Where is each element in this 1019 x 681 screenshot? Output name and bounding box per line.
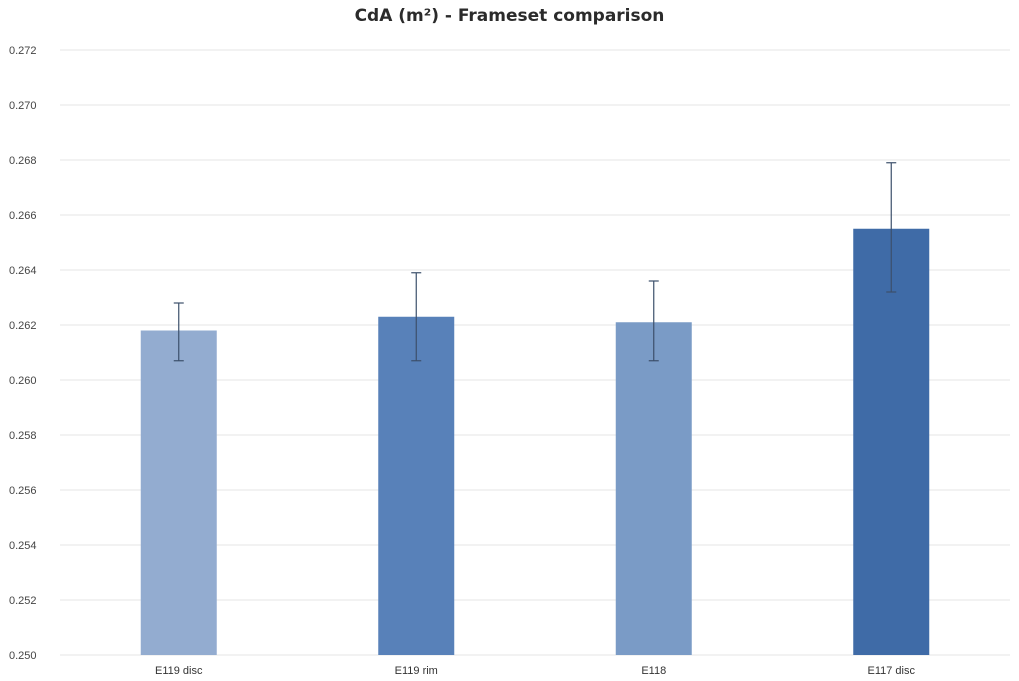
y-tick-label: 0.264 xyxy=(9,265,37,277)
bar-e119-rim xyxy=(378,316,455,655)
y-tick-label: 0.256 xyxy=(9,485,37,497)
bar-e119-disc xyxy=(140,330,217,655)
bars xyxy=(140,228,930,655)
x-tick-label: E119 disc xyxy=(155,665,203,677)
gridlines xyxy=(60,49,1010,656)
y-tick-label: 0.254 xyxy=(9,540,37,552)
chart-title: CdA (m²) - Frameset comparison xyxy=(354,6,665,26)
y-tick-label: 0.250 xyxy=(9,650,37,662)
y-tick-label: 0.272 xyxy=(9,45,37,57)
y-tick-label: 0.258 xyxy=(9,430,37,442)
y-tick-label: 0.252 xyxy=(9,595,37,607)
y-tick-label: 0.260 xyxy=(9,375,37,387)
error-bars xyxy=(173,162,897,362)
x-tick-label: E119 rim xyxy=(395,665,438,677)
x-axis-labels: E119 disc E119 rim E118 E117 disc xyxy=(155,665,915,677)
x-tick-label: E117 disc xyxy=(868,665,916,677)
y-tick-label: 0.266 xyxy=(9,210,37,222)
y-tick-label: 0.262 xyxy=(9,320,37,332)
y-axis-ticks: 0.250 0.252 0.254 0.256 0.258 0.260 0.262 0.264… xyxy=(9,45,37,662)
y-tick-label: 0.268 xyxy=(9,155,37,167)
bar-e117-disc xyxy=(853,228,930,655)
y-tick-label: 0.270 xyxy=(9,100,37,112)
bar-e118 xyxy=(615,322,692,655)
x-tick-label: E118 xyxy=(641,665,666,677)
